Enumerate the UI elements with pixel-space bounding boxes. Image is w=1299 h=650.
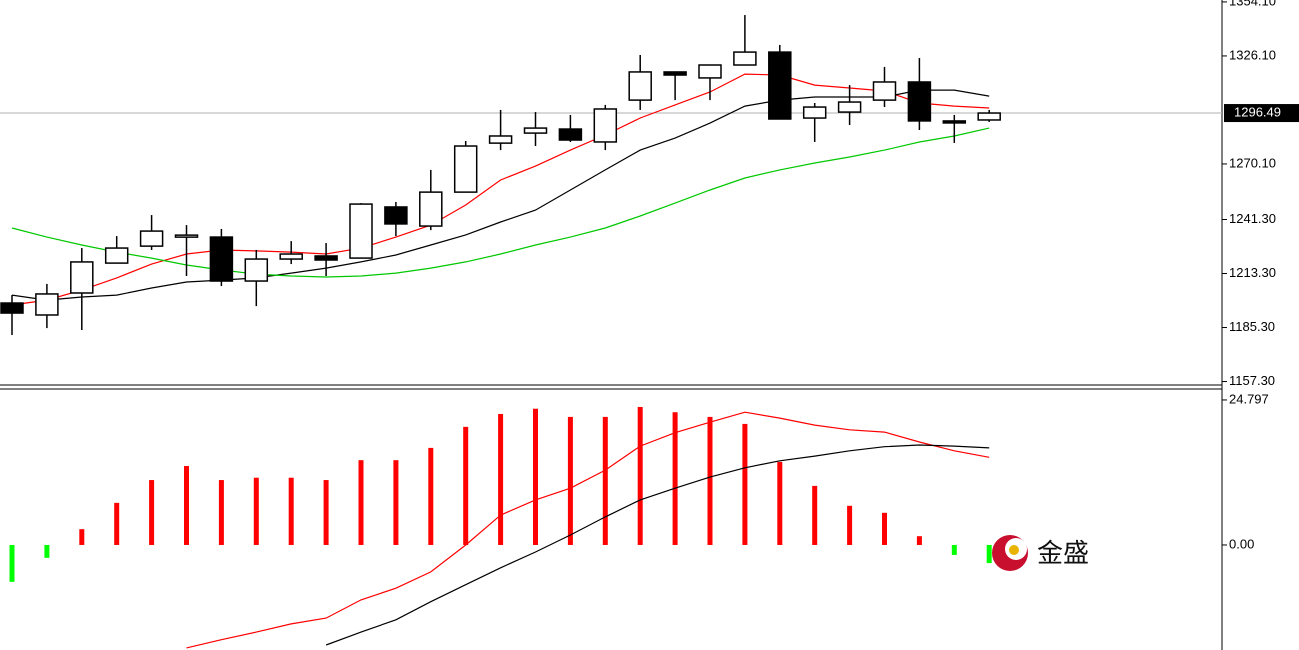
y-tick-label: 1326.10 bbox=[1229, 47, 1276, 62]
macd-bar bbox=[672, 412, 678, 545]
line-series bbox=[11, 73, 990, 306]
candle-body bbox=[279, 253, 303, 260]
y-tick-label: 1270.10 bbox=[1229, 155, 1276, 170]
macd-bar bbox=[637, 406, 643, 545]
candle-body bbox=[733, 51, 757, 66]
candle-body bbox=[349, 203, 373, 259]
candle-body bbox=[663, 71, 687, 76]
candle-body bbox=[593, 108, 618, 143]
candle-body bbox=[35, 293, 59, 316]
candle-body bbox=[628, 71, 652, 101]
candle-body bbox=[523, 127, 548, 134]
macd-bar bbox=[847, 505, 853, 545]
macd-bar bbox=[149, 480, 155, 545]
macd-bar bbox=[288, 477, 294, 545]
candle-body bbox=[209, 236, 234, 282]
candle-body bbox=[977, 112, 1001, 121]
macd-bar bbox=[812, 485, 818, 545]
macd-bar bbox=[463, 426, 469, 545]
candle-body bbox=[768, 51, 792, 120]
macd-bar bbox=[184, 466, 189, 545]
candle-body bbox=[802, 106, 827, 119]
y-tick-label: 1354.10 bbox=[1229, 0, 1276, 8]
y-tick-label: 1241.30 bbox=[1229, 211, 1276, 226]
candle-body bbox=[453, 145, 478, 193]
candle-body bbox=[907, 81, 932, 122]
line-series bbox=[11, 89, 990, 301]
candle-body bbox=[558, 128, 583, 141]
line-series bbox=[325, 444, 990, 646]
candle-body bbox=[698, 64, 722, 79]
macd-bar bbox=[533, 408, 538, 545]
macd-bar bbox=[218, 480, 224, 545]
candle-body bbox=[314, 255, 338, 261]
candle-body bbox=[174, 234, 199, 238]
candle-body bbox=[942, 120, 967, 124]
macd-bar bbox=[358, 460, 364, 545]
last-price-box bbox=[1224, 104, 1299, 123]
y-tick-label: 1157.30 bbox=[1229, 373, 1275, 388]
macd-bar bbox=[916, 536, 922, 545]
line-series bbox=[11, 127, 990, 278]
candle-body bbox=[104, 247, 129, 264]
candle-body bbox=[70, 261, 94, 294]
candle-body bbox=[419, 191, 443, 227]
macd-bar bbox=[253, 477, 259, 545]
macd-bar bbox=[602, 416, 608, 545]
last-price-label: 1296.49 bbox=[1234, 104, 1281, 119]
macd-bar bbox=[707, 416, 713, 545]
line-series bbox=[186, 411, 990, 649]
macd-bar bbox=[44, 544, 50, 558]
macd-bar bbox=[882, 512, 887, 545]
macd-bar bbox=[742, 423, 748, 545]
candle-body bbox=[837, 101, 862, 113]
macd-bar bbox=[567, 416, 573, 545]
macd-bar bbox=[428, 447, 434, 545]
candle-body bbox=[488, 135, 513, 144]
macd-bar bbox=[951, 544, 957, 555]
macd-bar bbox=[986, 544, 992, 564]
macd-bar bbox=[79, 529, 85, 545]
logo-dot bbox=[1009, 545, 1019, 555]
watermark-logo: 金盛 bbox=[992, 535, 1089, 571]
candle-body bbox=[139, 230, 164, 247]
y-tick-label: 1185.30 bbox=[1229, 319, 1275, 334]
macd-bar bbox=[777, 461, 783, 545]
candle-body bbox=[0, 302, 24, 314]
macd-bar bbox=[9, 544, 15, 582]
y-tick-label: 24.797 bbox=[1229, 391, 1269, 406]
watermark-text: 金盛 bbox=[1037, 538, 1089, 568]
candle-body bbox=[384, 206, 408, 225]
y-tick-label: 1213.30 bbox=[1229, 265, 1276, 280]
macd-bar bbox=[114, 502, 120, 545]
y-tick-label: 0.00 bbox=[1229, 536, 1254, 551]
macd-bar bbox=[393, 460, 399, 545]
candle-body bbox=[244, 258, 269, 282]
macd-bar bbox=[498, 413, 504, 545]
candle-body bbox=[872, 81, 897, 101]
macd-bar bbox=[323, 480, 329, 545]
